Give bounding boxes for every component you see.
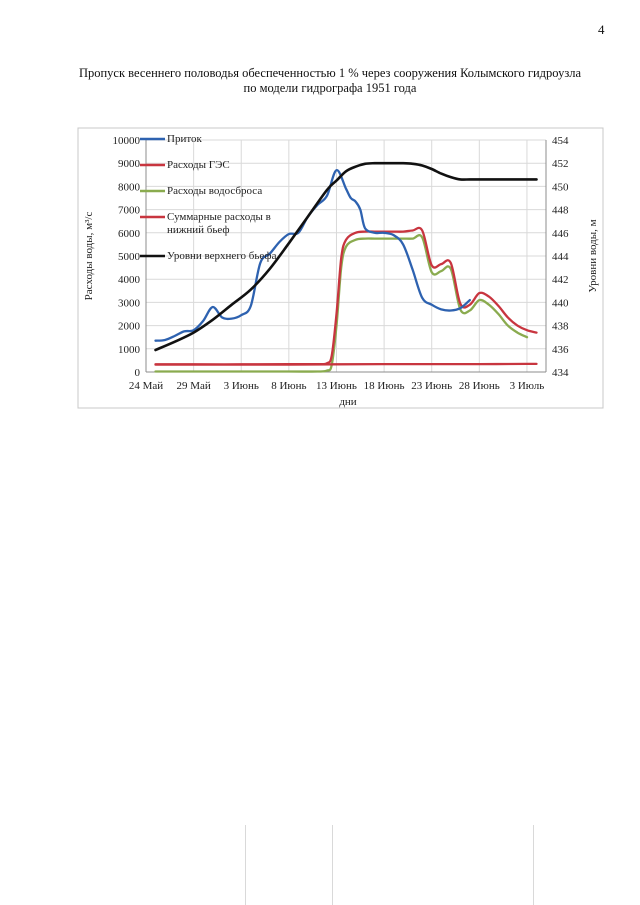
y-left-tick-label: 4000 (118, 274, 141, 286)
legend-label-2: Расходы ГЭС (167, 159, 230, 171)
scan-fold-mark (533, 825, 534, 905)
y-left-tick-label: 7000 (118, 205, 141, 217)
legend-label-1: Приток (167, 133, 202, 145)
y-left-axis-title: Расходы воды, м³/с (83, 212, 95, 301)
x-axis-title: дни (339, 396, 356, 408)
y-left-tick-label: 9000 (118, 158, 141, 170)
y-left-tick-label: 1000 (118, 344, 141, 356)
y-right-tick-label: 442 (552, 274, 569, 286)
legend-label-4: Суммарные расходы в (167, 211, 271, 223)
series-line-2 (154, 362, 538, 366)
page-number: 4 (598, 22, 605, 37)
x-tick-label: 18 Июнь (364, 380, 405, 392)
y-left-tick-label: 5000 (118, 251, 141, 263)
chart-title-line-1: Пропуск весеннего половодья обеспеченнос… (78, 66, 582, 80)
y-right-tick-label: 434 (552, 367, 569, 379)
series-line-5 (154, 161, 538, 352)
legend-label-5: Уровни верхнего бьефа (167, 250, 277, 262)
x-tick-label: 3 Июль (510, 380, 545, 392)
y-right-tick-label: 446 (552, 228, 569, 240)
x-tick-label: 29 Май (176, 380, 210, 392)
y-right-tick-label: 448 (552, 205, 569, 217)
y-left-tick-label: 6000 (118, 228, 141, 240)
y-right-tick-label: 440 (552, 297, 569, 309)
y-left-tick-label: 10000 (113, 135, 141, 147)
x-tick-label: 24 Май (129, 380, 163, 392)
x-tick-label: 28 Июнь (459, 380, 500, 392)
y-right-tick-label: 454 (552, 135, 569, 147)
x-tick-label: 8 Июнь (271, 380, 306, 392)
legend-label-4: нижний бьеф (167, 224, 230, 236)
x-tick-label: 13 Июнь (316, 380, 357, 392)
y-right-tick-label: 438 (552, 321, 569, 333)
x-tick-label: 23 Июнь (411, 380, 452, 392)
y-left-tick-label: 0 (135, 367, 141, 379)
legend-label-3: Расходы водосброса (167, 185, 262, 197)
y-right-tick-label: 450 (552, 181, 569, 193)
y-left-tick-label: 8000 (118, 181, 141, 193)
y-right-tick-label: 452 (552, 158, 569, 170)
series-line-3 (154, 234, 529, 373)
series-line-1 (154, 169, 471, 342)
x-tick-label: 3 Июнь (224, 380, 259, 392)
chart-frame (77, 127, 604, 409)
chart-title: Пропуск весеннего половодья обеспеченнос… (40, 66, 620, 96)
chart-title-line-2: по модели гидрографа 1951 года (243, 81, 417, 95)
y-right-tick-label: 436 (552, 344, 569, 356)
scan-fold-mark (332, 825, 333, 905)
y-left-tick-label: 3000 (118, 297, 141, 309)
y-right-tick-label: 444 (552, 251, 569, 263)
y-right-axis-title: Уровни воды, м (587, 219, 599, 292)
y-left-tick-label: 2000 (118, 321, 141, 333)
scan-fold-mark (245, 825, 246, 905)
